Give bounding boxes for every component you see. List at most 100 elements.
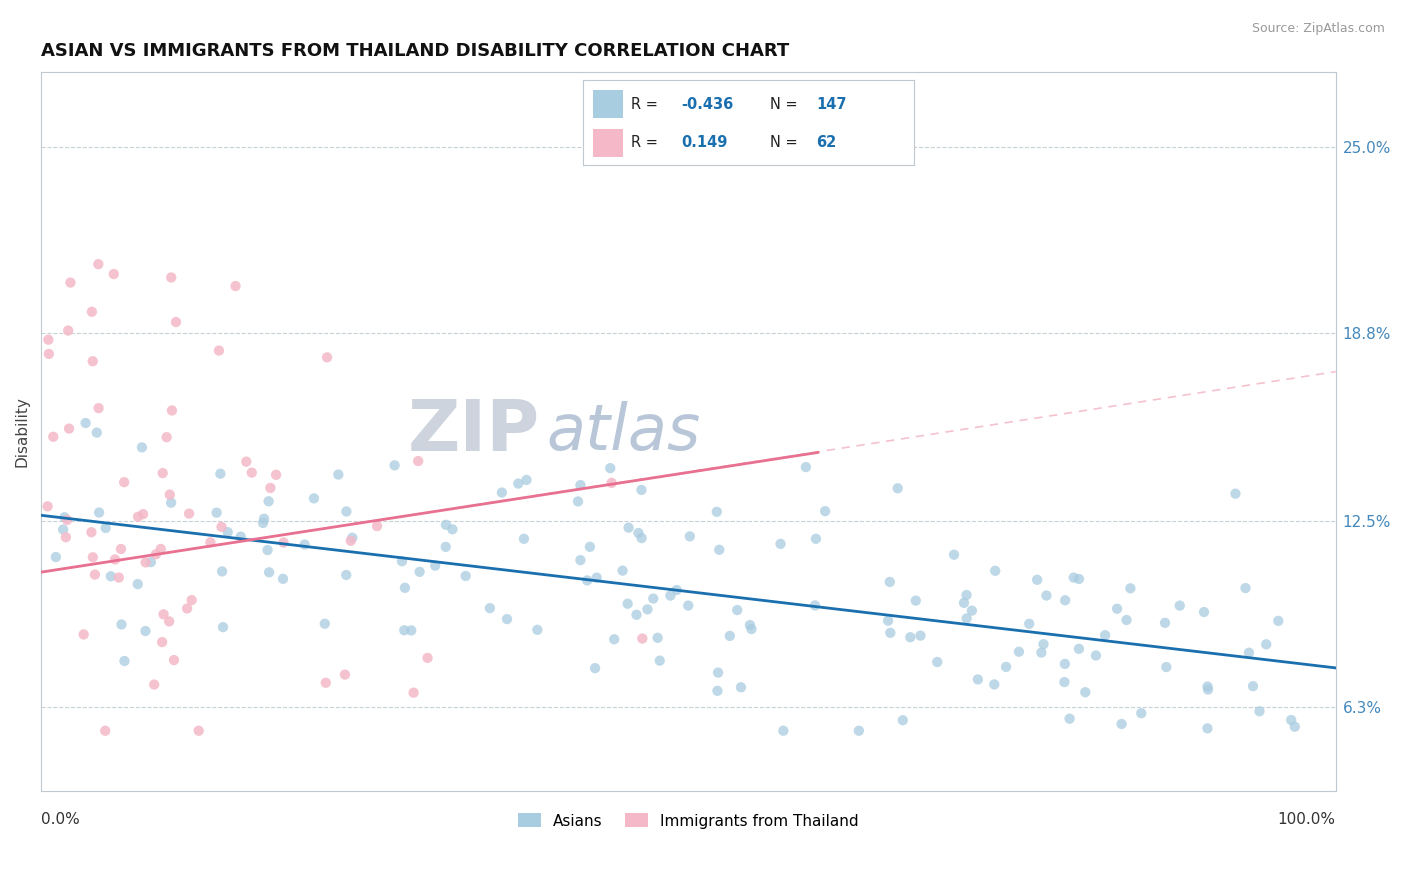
- Point: [718, 629, 741, 643]
- Y-axis label: Disability: Disability: [15, 396, 30, 467]
- Point: [294, 538, 316, 552]
- Point: [515, 473, 537, 487]
- Point: [94, 723, 117, 738]
- Point: [1074, 685, 1097, 699]
- Point: [104, 552, 127, 566]
- Point: [679, 529, 702, 543]
- Point: [38, 347, 60, 361]
- Point: [1031, 646, 1053, 660]
- Point: [1279, 713, 1302, 727]
- Point: [132, 507, 155, 521]
- Point: [416, 651, 439, 665]
- Point: [110, 542, 132, 557]
- Point: [659, 589, 682, 603]
- Point: [86, 425, 108, 440]
- Point: [707, 665, 730, 680]
- Point: [180, 593, 202, 607]
- Point: [425, 558, 447, 573]
- Text: Source: ZipAtlas.com: Source: ZipAtlas.com: [1251, 22, 1385, 36]
- Point: [603, 632, 626, 647]
- Point: [1032, 637, 1054, 651]
- Point: [626, 607, 648, 622]
- Point: [1197, 722, 1219, 736]
- Point: [1008, 645, 1031, 659]
- Point: [665, 582, 688, 597]
- Point: [335, 568, 357, 582]
- Point: [150, 635, 173, 649]
- Point: [55, 530, 77, 544]
- Point: [599, 461, 621, 475]
- Point: [73, 627, 96, 641]
- Point: [56, 513, 79, 527]
- Point: [107, 570, 129, 584]
- Point: [131, 441, 153, 455]
- Point: [152, 466, 174, 480]
- Point: [1192, 605, 1215, 619]
- Point: [302, 491, 325, 506]
- Point: [408, 565, 430, 579]
- Point: [211, 520, 233, 534]
- Point: [927, 655, 949, 669]
- Point: [205, 506, 228, 520]
- Point: [995, 660, 1018, 674]
- Point: [879, 625, 901, 640]
- Point: [491, 485, 513, 500]
- Text: R =: R =: [631, 136, 668, 151]
- Point: [42, 430, 65, 444]
- Point: [434, 517, 457, 532]
- Point: [402, 686, 425, 700]
- Point: [87, 257, 110, 271]
- Point: [139, 555, 162, 569]
- Point: [229, 530, 252, 544]
- Point: [434, 540, 457, 554]
- Point: [1026, 573, 1049, 587]
- Point: [730, 681, 752, 695]
- Point: [953, 596, 976, 610]
- Point: [960, 604, 983, 618]
- Point: [89, 506, 111, 520]
- Point: [134, 624, 156, 638]
- Point: [1225, 486, 1247, 500]
- Point: [217, 525, 239, 540]
- Point: [235, 455, 257, 469]
- Point: [1067, 572, 1090, 586]
- Point: [58, 421, 80, 435]
- Point: [53, 510, 76, 524]
- Point: [1156, 660, 1178, 674]
- Point: [159, 487, 181, 501]
- Point: [45, 549, 67, 564]
- Point: [394, 624, 416, 638]
- Point: [209, 467, 232, 481]
- Point: [678, 599, 700, 613]
- Point: [891, 713, 914, 727]
- Point: [59, 276, 82, 290]
- Point: [600, 475, 623, 490]
- Point: [240, 466, 263, 480]
- Point: [569, 478, 592, 492]
- Point: [585, 571, 607, 585]
- Point: [314, 616, 336, 631]
- Point: [984, 564, 1007, 578]
- Text: N =: N =: [770, 136, 803, 151]
- FancyBboxPatch shape: [593, 129, 623, 157]
- Point: [943, 548, 966, 562]
- Point: [508, 476, 530, 491]
- Point: [259, 481, 281, 495]
- Point: [391, 554, 413, 568]
- Point: [160, 270, 183, 285]
- Point: [333, 667, 356, 681]
- Point: [454, 569, 477, 583]
- Point: [769, 537, 792, 551]
- Point: [1053, 675, 1076, 690]
- Point: [342, 531, 364, 545]
- Point: [165, 315, 187, 329]
- Point: [112, 475, 135, 490]
- Point: [135, 556, 157, 570]
- Point: [399, 624, 422, 638]
- Point: [110, 617, 132, 632]
- Point: [814, 504, 837, 518]
- Point: [1054, 593, 1077, 607]
- Point: [257, 566, 280, 580]
- Point: [648, 654, 671, 668]
- Point: [84, 567, 107, 582]
